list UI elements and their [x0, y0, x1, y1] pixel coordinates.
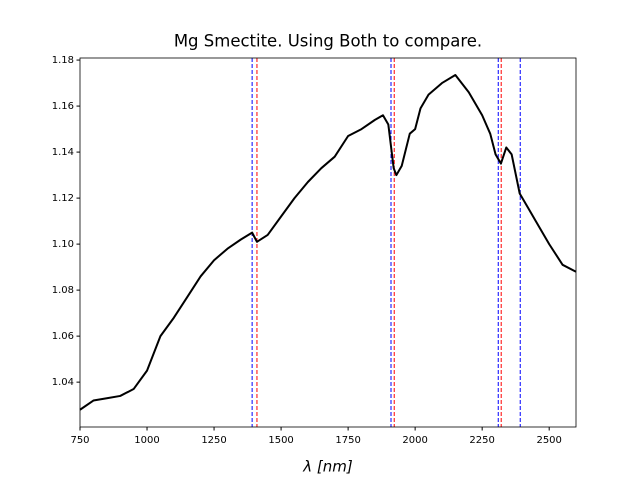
- y-tick-label: 1.06: [52, 331, 74, 342]
- chart-title: Mg Smectite. Using Both to compare.: [174, 32, 482, 51]
- x-tick-label: 1250: [201, 435, 226, 446]
- data-line: [79, 74, 577, 411]
- x-tick-label: 2000: [402, 435, 427, 446]
- y-tick-label: 1.14: [52, 147, 74, 158]
- y-tick-label: 1.10: [52, 239, 74, 250]
- x-tick-label: 2250: [469, 435, 494, 446]
- x-tick-label: 750: [70, 435, 89, 446]
- x-axis-label: λ [nm]: [302, 458, 353, 476]
- x-tick-label: 2500: [536, 435, 561, 446]
- y-tick-label: 1.08: [52, 285, 74, 296]
- y-tick-label: 1.16: [52, 101, 74, 112]
- x-tick-label: 1500: [268, 435, 293, 446]
- y-tick-label: 1.04: [52, 377, 74, 388]
- x-tick-label: 1750: [335, 435, 360, 446]
- y-tick-label: 1.12: [52, 193, 74, 204]
- y-tick-label: 1.18: [52, 55, 74, 66]
- axes-frame: [79, 57, 577, 428]
- x-tick-label: 1000: [134, 435, 159, 446]
